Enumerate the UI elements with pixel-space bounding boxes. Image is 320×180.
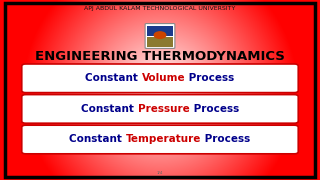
Text: APJ ABDUL KALAM TECHNOLOGICAL UNIVERSITY: APJ ABDUL KALAM TECHNOLOGICAL UNIVERSITY <box>84 6 236 11</box>
FancyBboxPatch shape <box>148 26 173 36</box>
Text: Process: Process <box>185 73 235 83</box>
FancyBboxPatch shape <box>148 37 173 47</box>
Text: Pressure: Pressure <box>138 104 189 114</box>
Text: Temperature: Temperature <box>126 134 201 145</box>
Text: Constant: Constant <box>85 73 142 83</box>
FancyBboxPatch shape <box>22 64 298 93</box>
FancyBboxPatch shape <box>145 24 175 48</box>
Text: Process: Process <box>201 134 251 145</box>
Text: Constant: Constant <box>69 134 126 145</box>
Circle shape <box>154 32 166 38</box>
FancyBboxPatch shape <box>22 125 298 154</box>
FancyBboxPatch shape <box>22 94 298 123</box>
Text: 1/4: 1/4 <box>157 172 163 176</box>
Text: Constant: Constant <box>81 104 138 114</box>
Text: ENGINEERING THERMODYNAMICS: ENGINEERING THERMODYNAMICS <box>35 50 285 63</box>
Text: Process: Process <box>189 104 239 114</box>
Text: Volume: Volume <box>142 73 185 83</box>
